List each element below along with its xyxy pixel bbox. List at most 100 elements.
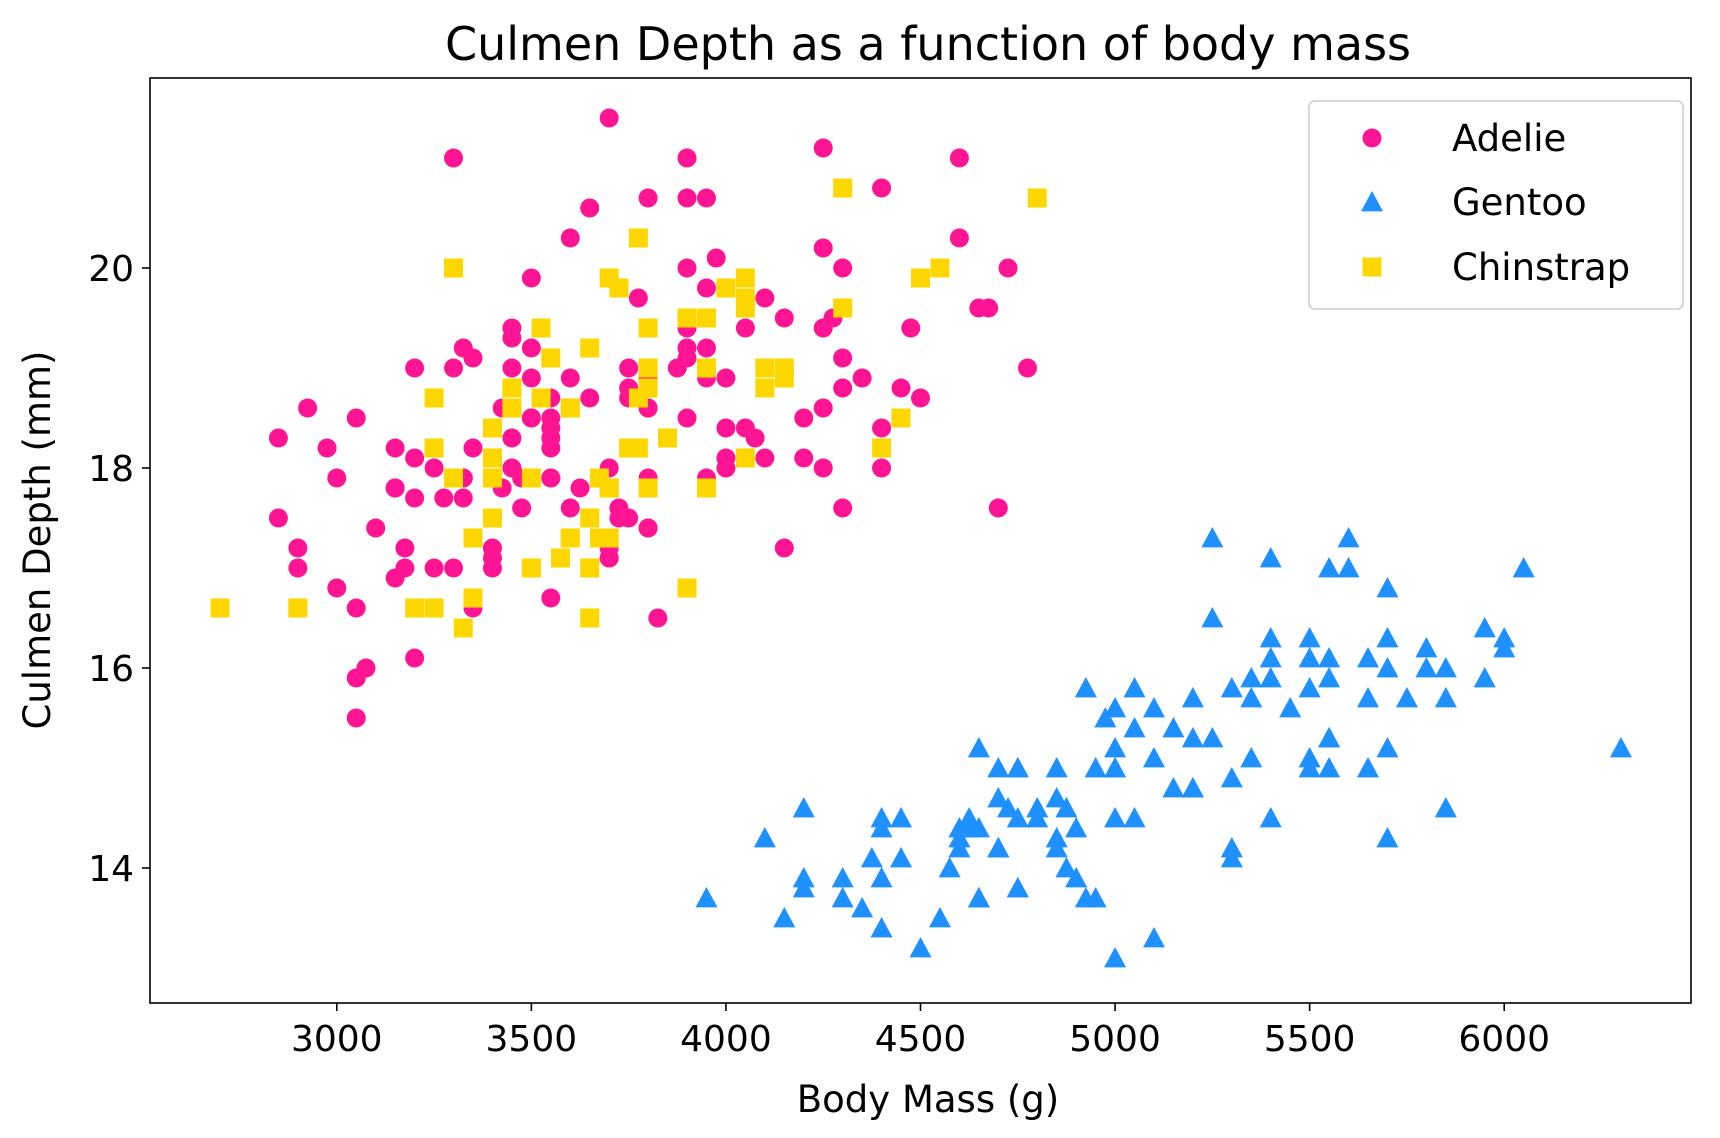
point-chinstrap-22: [288, 598, 308, 618]
point-gentoo-101: [1337, 557, 1360, 578]
point-gentoo-108: [1298, 747, 1321, 768]
legend-box: [1308, 100, 1684, 310]
point-adelie-60: [872, 178, 892, 198]
point-adelie-69: [560, 228, 580, 248]
point-adelie-25: [541, 588, 561, 608]
point-gentoo-44: [1318, 667, 1341, 688]
point-adelie-108: [1018, 358, 1038, 378]
point-gentoo-14: [792, 797, 815, 818]
point-adelie-30: [677, 148, 697, 168]
point-chinstrap-0: [521, 468, 541, 488]
point-chinstrap-32: [463, 588, 483, 608]
point-adelie-78: [716, 368, 736, 388]
point-adelie-5: [570, 478, 590, 498]
point-gentoo-57: [1104, 757, 1127, 778]
point-adelie-26: [405, 448, 425, 468]
point-chinstrap-43: [521, 558, 541, 578]
point-gentoo-38: [851, 897, 874, 918]
point-adelie-8: [813, 138, 833, 158]
point-gentoo-102: [1094, 707, 1117, 728]
point-chinstrap-63: [716, 278, 736, 298]
point-adelie-123: [346, 598, 366, 618]
point-adelie-94: [833, 348, 853, 368]
point-adelie-87: [696, 278, 716, 298]
point-adelie-144: [580, 388, 600, 408]
point-gentoo-69: [1318, 757, 1341, 778]
point-adelie-61: [560, 498, 580, 518]
point-adelie-149: [599, 548, 619, 568]
point-gentoo-106: [1298, 677, 1321, 698]
y-axis-label: Culmen Depth (mm): [16, 351, 59, 730]
point-adelie-79: [405, 648, 425, 668]
point-adelie-37: [444, 358, 464, 378]
point-gentoo-39: [1240, 687, 1263, 708]
point-adelie-63: [268, 508, 288, 528]
point-adelie-4: [580, 198, 600, 218]
point-gentoo-109: [1104, 737, 1127, 758]
point-gentoo-58: [890, 807, 913, 828]
point-gentoo-54: [1065, 817, 1088, 838]
point-chinstrap-61: [580, 608, 600, 628]
point-gentoo-32: [1123, 807, 1146, 828]
point-gentoo-120: [1259, 647, 1282, 668]
point-chinstrap-47: [833, 298, 853, 318]
point-gentoo-40: [695, 887, 718, 908]
point-adelie-109: [648, 608, 668, 628]
point-adelie-92: [891, 378, 911, 398]
point-gentoo-89: [1318, 557, 1341, 578]
point-gentoo-11: [1318, 647, 1341, 668]
point-gentoo-117: [1045, 827, 1068, 848]
point-gentoo-59: [1318, 727, 1341, 748]
point-adelie-46: [317, 438, 337, 458]
point-gentoo-16: [773, 907, 796, 928]
point-chinstrap-41: [580, 508, 600, 528]
point-chinstrap-44: [589, 468, 609, 488]
point-adelie-127: [346, 708, 366, 728]
point-gentoo-4: [1259, 807, 1282, 828]
point-gentoo-26: [753, 827, 776, 848]
point-gentoo-65: [1376, 577, 1399, 598]
point-adelie-44: [949, 148, 969, 168]
point-chinstrap-62: [580, 558, 600, 578]
point-adelie-84: [541, 408, 561, 428]
point-chinstrap-5: [696, 478, 716, 498]
point-gentoo-94: [1045, 787, 1068, 808]
point-adelie-120: [521, 268, 541, 288]
series-gentoo: [695, 527, 1632, 968]
point-adelie-90: [833, 498, 853, 518]
point-adelie-143: [327, 578, 347, 598]
point-gentoo-97: [1055, 797, 1078, 818]
point-chinstrap-23: [638, 318, 658, 338]
point-gentoo-17: [1609, 737, 1632, 758]
point-adelie-59: [385, 478, 405, 498]
point-chinstrap-21: [482, 508, 502, 528]
point-adelie-125: [434, 488, 454, 508]
point-gentoo-41: [1376, 657, 1399, 678]
point-gentoo-47: [1259, 667, 1282, 688]
point-chinstrap-52: [560, 528, 580, 548]
point-adelie-41: [366, 518, 386, 538]
point-adelie-52: [735, 318, 755, 338]
point-chinstrap-9: [599, 268, 619, 288]
point-gentoo-5: [928, 907, 951, 928]
point-gentoo-115: [1493, 637, 1516, 658]
point-adelie-98: [755, 288, 775, 308]
x-tick-label: 6000: [1458, 1019, 1550, 1060]
point-gentoo-49: [1220, 677, 1243, 698]
point-gentoo-0: [909, 937, 932, 958]
point-adelie-47: [502, 318, 522, 338]
point-adelie-29: [424, 558, 444, 578]
point-gentoo-87: [1220, 837, 1243, 858]
point-adelie-89: [541, 428, 561, 448]
point-gentoo-72: [1142, 697, 1165, 718]
point-gentoo-60: [792, 877, 815, 898]
x-axis-label: Body Mass (g): [797, 1078, 1059, 1121]
point-chinstrap-16: [444, 258, 464, 278]
point-adelie-118: [453, 488, 473, 508]
point-chinstrap-60: [696, 308, 716, 328]
x-tick-label: 5500: [1264, 1019, 1356, 1060]
point-adelie-38: [969, 298, 989, 318]
point-gentoo-91: [1259, 547, 1282, 568]
point-adelie-11: [405, 358, 425, 378]
